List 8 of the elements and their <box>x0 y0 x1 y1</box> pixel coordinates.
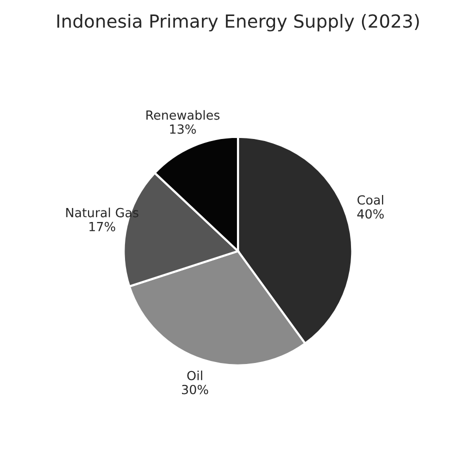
chart-title: Indonesia Primary Energy Supply (2023) <box>57 14 419 32</box>
slice-label: Renewables <box>146 110 220 120</box>
data-label: 30% <box>182 384 208 394</box>
slice-label: Oil <box>187 370 202 380</box>
data-label: 17% <box>89 222 116 232</box>
data-label: 40% <box>357 209 384 219</box>
slice-label: Coal <box>358 194 384 205</box>
data-label: 13% <box>170 124 196 134</box>
